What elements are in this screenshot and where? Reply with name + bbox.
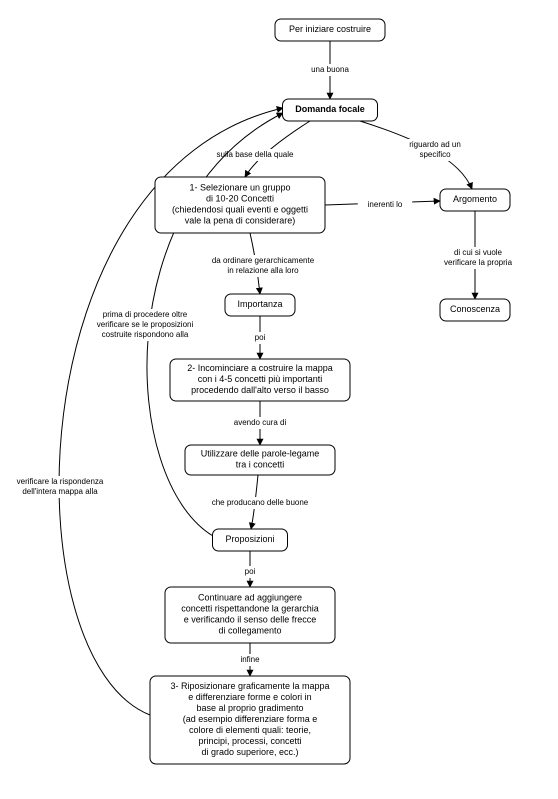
edge-e10: poi (240, 551, 259, 587)
edge-label: inerenti lo (368, 200, 403, 209)
edge-e11: infine (234, 643, 266, 676)
node-n3: 1- Selezionare un gruppodi 10-20 Concett… (155, 177, 325, 233)
edge-label: poi (255, 333, 266, 342)
edge-e4: inerenti lo (325, 199, 440, 211)
edge-label: prima di procedere oltreverificare se le… (97, 310, 194, 339)
node-n9: Proposizioni (213, 529, 288, 551)
node-n11: 3- Riposizionare graficamente la mappae … (150, 676, 350, 764)
node-n1: Per iniziare costruire (275, 19, 385, 41)
node-n8: Utilizzare delle parole-legametra i conc… (185, 445, 335, 475)
node-label: Domanda focale (295, 104, 365, 114)
edge-label: poi (245, 567, 256, 576)
node-label: Argomento (453, 194, 497, 204)
node-n2: Domanda focale (283, 99, 378, 121)
node-n4: Argomento (440, 189, 510, 211)
edge-label: avendo cura di (234, 418, 287, 427)
edge-e1: una buona (307, 41, 353, 99)
edge-label: che producano delle buone (212, 498, 309, 507)
flowchart-canvas: una buona sulla base della quale riguardo … (0, 0, 558, 799)
edge-e3: riguardo ad unspecifico (360, 121, 472, 189)
node-label: Per iniziare costruire (289, 24, 371, 34)
node-n10: Continuare ad aggiungereconcetti rispett… (165, 587, 335, 643)
node-n5: Conoscenza (440, 299, 510, 321)
edge-e7: poi (250, 316, 269, 359)
edge-e8: avendo cura di (226, 401, 294, 445)
node-label: Importanza (237, 299, 282, 309)
node-label: 1- Selezionare un gruppodi 10-20 Concett… (172, 183, 308, 226)
node-label: Proposizioni (225, 534, 274, 544)
edge-e5: di cui si vuoleverificare la propria (429, 211, 527, 299)
node-label: 2- Incominciare a costruire la mappacon … (187, 363, 333, 395)
node-label: Conoscenza (450, 304, 500, 314)
edge-e2: sulla base della quale (204, 121, 310, 177)
edge-e9: che producano delle buone (202, 475, 318, 529)
edge-label: verificare la rispondenzadell'intera map… (17, 477, 104, 496)
node-n7: 2- Incominciare a costruire la mappacon … (170, 359, 350, 401)
edge-e6: da ordinare gerarchicamentein relazione … (201, 233, 326, 294)
node-n6: Importanza (225, 294, 295, 316)
edge-label: una buona (311, 65, 349, 74)
edge-label: infine (240, 655, 260, 664)
